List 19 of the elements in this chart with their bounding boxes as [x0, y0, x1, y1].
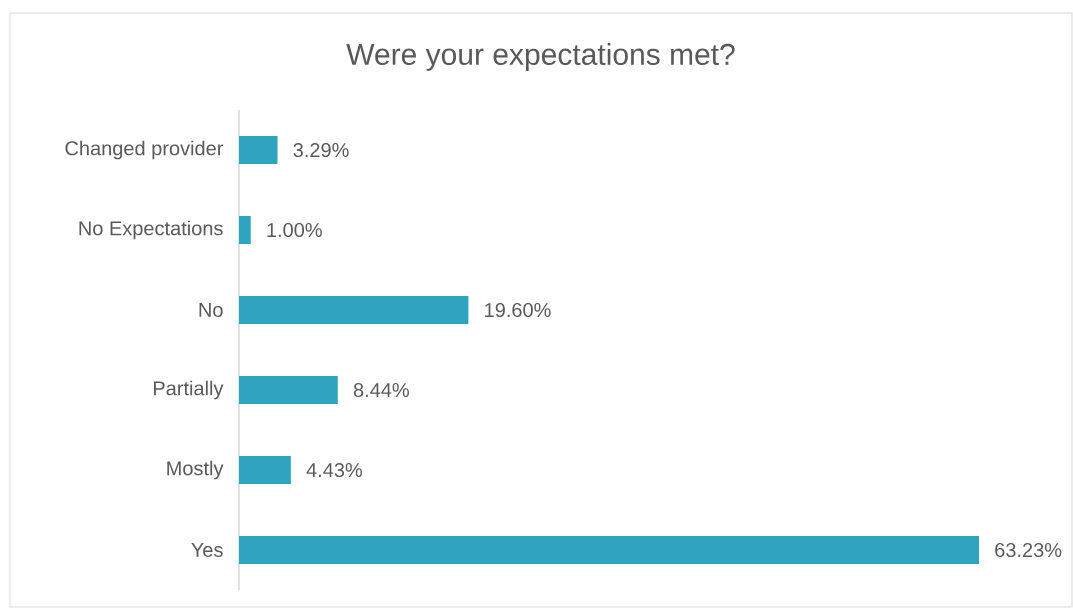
y-tick-label: No	[199, 303, 223, 317]
data-label: 8.44%	[353, 382, 409, 398]
bar	[239, 376, 338, 405]
bar	[239, 536, 980, 564]
chart-title: Were your expectations met?	[346, 43, 735, 71]
data-label: 19.60%	[485, 302, 551, 318]
y-tick-label: Partially	[153, 380, 224, 400]
bar	[239, 216, 251, 245]
data-label: 1.00%	[267, 222, 322, 238]
bar	[239, 456, 291, 485]
y-tick-label: No Expectations	[79, 220, 223, 240]
data-label: 4.43%	[306, 462, 363, 478]
y-tick-label: Mostly	[167, 460, 224, 480]
bar	[239, 296, 469, 325]
bar	[239, 136, 278, 165]
y-tick-label: Changed provider	[65, 140, 224, 160]
y-tick-label: Yes	[191, 543, 223, 557]
data-label: 3.29%	[293, 142, 349, 158]
data-label: 63.23%	[995, 542, 1062, 558]
